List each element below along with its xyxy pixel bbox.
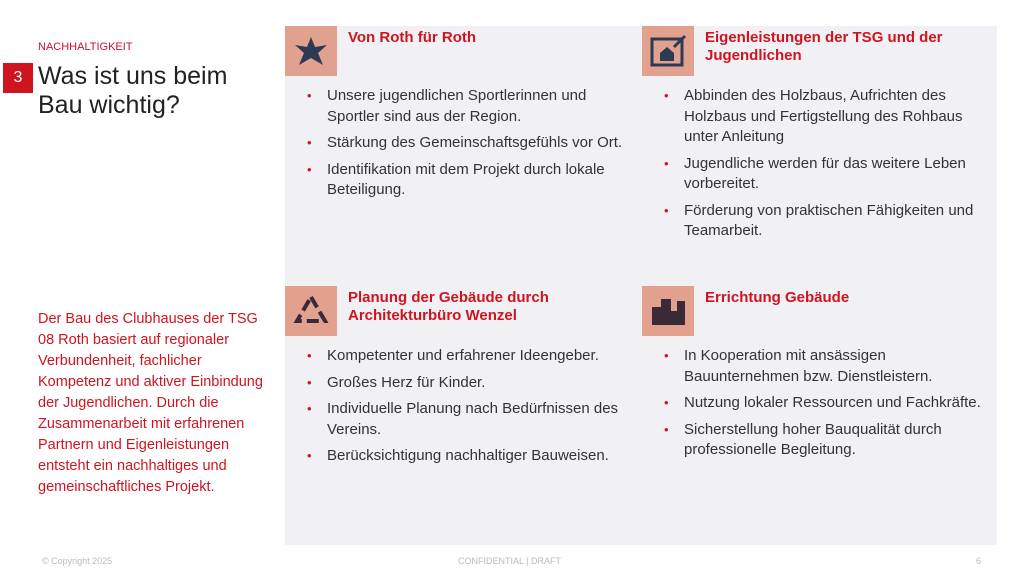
list-item: Unsere jugendlichen Sportlerinnen und Sp… — [305, 86, 635, 127]
card-title: Planung der Gebäude durch Architekturbür… — [348, 289, 549, 324]
section-kicker: NACHHALTIGKEIT — [38, 41, 133, 53]
house-blueprint-icon — [642, 26, 694, 76]
page-title: Was ist uns beim Bau wichtig? — [38, 62, 228, 119]
list-item: Individuelle Planung nach Bedürfnissen d… — [305, 399, 635, 440]
list-item: Großes Herz für Kinder. — [305, 373, 635, 394]
list-item: In Kooperation mit ansässigen Bauunterne… — [662, 346, 992, 387]
buildings-icon — [642, 286, 694, 336]
community-hands-icon — [285, 26, 337, 76]
list-item: Stärkung des Gemeinschaftsgefühls vor Or… — [305, 133, 635, 154]
list-item: Identifikation mit dem Projekt durch lok… — [305, 160, 635, 201]
footer-confidential: CONFIDENTIAL | DRAFT — [458, 556, 562, 566]
card-title: Von Roth für Roth — [348, 29, 477, 46]
content-panel: Von Roth für Roth Unsere jugendlichen Sp… — [285, 26, 997, 545]
intro-text: Der Bau des Clubhauses der TSG 08 Roth b… — [38, 311, 263, 495]
footer-copyright: © Copyright 2025 — [42, 556, 113, 566]
card-title: Errichtung Gebäude — [705, 289, 850, 306]
card-title: Eigenleistungen der TSG und der Jugendli… — [705, 29, 943, 64]
list-item: Sicherstellung hoher Bauqualität durch p… — [662, 420, 992, 461]
list-item: Abbinden des Holzbaus, Aufrichten des Ho… — [662, 86, 992, 148]
section-number: 3 — [3, 63, 33, 93]
list-item: Nutzung lokaler Ressourcen und Fachkräft… — [662, 393, 992, 414]
recycle-icon — [285, 286, 337, 336]
list-item: Jugendliche werden für das weitere Leben… — [662, 154, 992, 195]
list-item: Kompetenter und erfahrener Ideengeber. — [305, 346, 635, 367]
list-item: Berücksichtigung nachhaltiger Bauweisen. — [305, 446, 635, 467]
page-number: 6 — [976, 556, 982, 566]
list-item: Förderung von praktischen Fähigkeiten un… — [662, 201, 992, 242]
